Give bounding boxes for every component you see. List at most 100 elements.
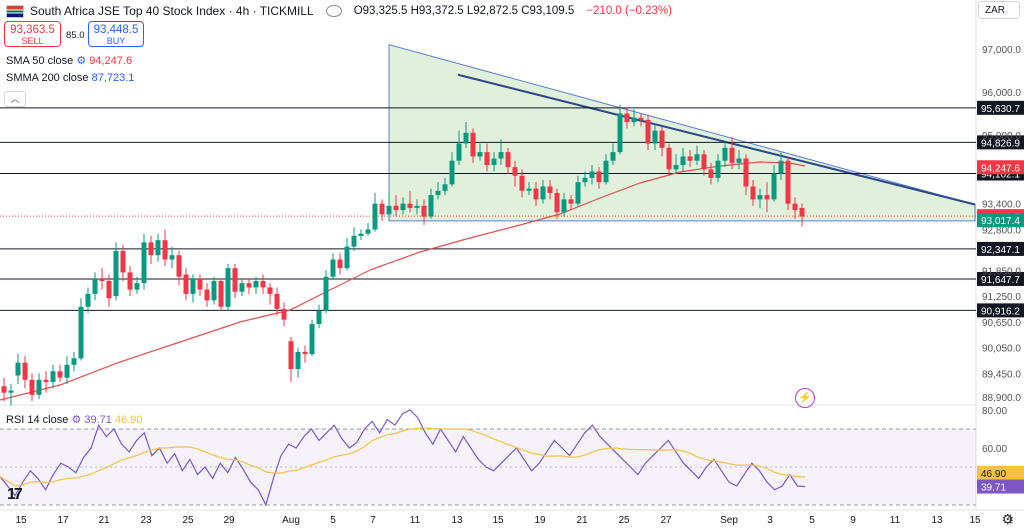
candle-body (673, 165, 679, 170)
lightning-icon[interactable]: ⚡ (795, 388, 815, 408)
rsi-tag (977, 465, 1024, 480)
candle-body (743, 158, 749, 187)
candle-body (267, 287, 273, 294)
candle-body (729, 147, 735, 163)
candle-body (281, 308, 287, 320)
candle-body (701, 154, 707, 170)
candle-body (379, 203, 385, 215)
candle-body (337, 259, 343, 269)
sell-label: SELL (21, 36, 44, 46)
time-axis-label: 3 (767, 515, 773, 526)
candle-body (750, 186, 756, 200)
candle-body (169, 255, 175, 260)
triangle-shape (388, 44, 976, 222)
level-tag (977, 241, 1024, 256)
candle-body (176, 255, 182, 277)
gear-icon[interactable]: ⚙ (1001, 511, 1014, 527)
smma200-value: 87,723.1 (91, 72, 135, 84)
candle-body (295, 351, 301, 370)
candle-body (603, 160, 609, 183)
candle-body (512, 167, 518, 176)
candle-body (218, 281, 224, 307)
candle-body (134, 283, 140, 290)
candle-body (71, 358, 77, 365)
candle-body (470, 132, 476, 157)
candle-body (246, 283, 252, 288)
candle-body (575, 182, 581, 204)
candle-body (239, 283, 245, 292)
level-tag-label: 94,826.9 (981, 138, 1020, 149)
candle-body (99, 278, 105, 281)
symbol-title[interactable]: South Africa JSE Top 40 Stock Index · 4h… (30, 4, 314, 18)
candle-body (792, 203, 798, 211)
price-axis-label: 88,900.0 (982, 393, 1021, 404)
price-axis-label: 89,450.0 (982, 369, 1021, 380)
level-tag (977, 303, 1024, 318)
candle-body (617, 113, 623, 153)
rsi-axis-label: 80.00 (982, 406, 1007, 417)
candle-body (148, 242, 154, 256)
candle-body (400, 203, 406, 211)
candle-body (561, 199, 567, 213)
candle-body (155, 240, 161, 256)
candle-body (414, 205, 420, 208)
candle-body (435, 190, 441, 196)
candle-body (183, 274, 189, 294)
time-axis-label: 29 (223, 515, 235, 526)
level-tag-label: 92,347.1 (981, 245, 1020, 256)
candle-body (421, 205, 427, 217)
candle-body (547, 186, 553, 193)
settings-icon[interactable]: ⚙ (76, 55, 87, 67)
candle-body (204, 289, 210, 301)
candle-body (344, 246, 350, 269)
sma50-legend[interactable]: SMA 50 close ⚙ 94,247.6 (6, 54, 132, 67)
ohlc-values: O93,325.5 H93,372.5 L92,872.5 C93,109.5 (353, 5, 575, 17)
buy-price: 93,448.5 (93, 24, 139, 36)
price-tag-label: 93,017.4 (981, 216, 1020, 227)
buy-button[interactable]: 93,448.5 BUY (88, 21, 144, 47)
candle-body (645, 119, 651, 144)
candle-body (323, 276, 329, 312)
smma200-legend[interactable]: SMMA 200 close 87,723.1 (6, 72, 134, 84)
sma50-value: 94,247.6 (89, 55, 133, 67)
level-tag-label: 94,102.1 (981, 170, 1020, 181)
rsi-tag-label: 46.90 (981, 469, 1006, 480)
time-axis-label: 1 (1007, 515, 1013, 526)
candle-body (232, 268, 238, 292)
candle-body (190, 278, 196, 294)
settings-icon[interactable]: ⚙ (71, 414, 82, 426)
candle-body (785, 160, 791, 204)
descending-triangle-pattern (388, 44, 976, 222)
sell-button[interactable]: 93,363.5 SELL (4, 21, 61, 47)
candle-body (15, 362, 21, 376)
time-axis-label: 13 (931, 515, 943, 526)
collapse-legend-icon[interactable]: ︿ (4, 91, 26, 107)
candle-body (36, 379, 42, 395)
time-axis-label: 21 (98, 515, 110, 526)
candle-body (29, 379, 35, 395)
price-tag (977, 213, 1024, 228)
smma200-label: SMMA 200 close (6, 72, 89, 84)
candle-body (771, 173, 777, 200)
candle-body (386, 205, 392, 215)
price-tag (977, 160, 1024, 175)
candle-body (456, 143, 462, 161)
rsi-legend[interactable]: RSI 14 close ⚙ 39.71 46.90 (6, 413, 143, 426)
currency-selector[interactable]: ZAR (978, 1, 1020, 19)
eye-icon[interactable] (325, 5, 342, 17)
candle-body (631, 117, 637, 123)
candle-body (365, 229, 371, 234)
candle-body (533, 188, 539, 200)
time-axis-label: 5 (330, 515, 336, 526)
candle-body (8, 390, 14, 393)
candle-body (736, 158, 742, 163)
candle-body (778, 160, 784, 174)
candle-body (442, 184, 448, 191)
candle-body (708, 169, 714, 178)
time-axis-label: 13 (451, 515, 463, 526)
rsi-band (0, 429, 976, 505)
price-axis-label: 92,800.0 (982, 225, 1021, 236)
candle-body (197, 278, 203, 290)
